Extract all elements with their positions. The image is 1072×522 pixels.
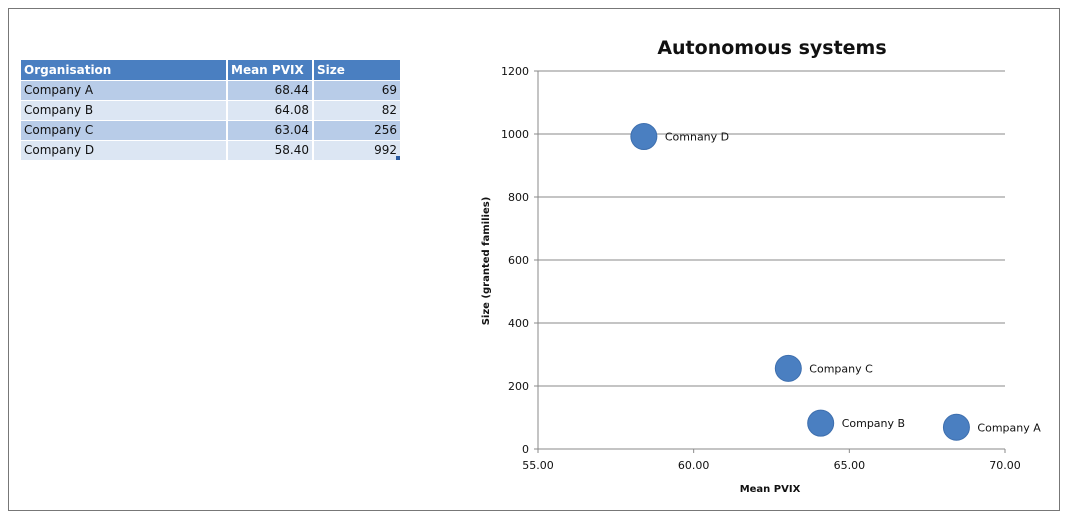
x-tick-label: 70.00 [989, 459, 1021, 472]
cell-organisation: Company A [21, 80, 228, 101]
y-tick-label: 0 [522, 443, 529, 456]
cell-size: 82 [313, 100, 402, 121]
cell-size: 992 [313, 140, 402, 161]
y-tick-label: 1200 [501, 65, 529, 78]
data-point [774, 354, 802, 382]
x-tick-label: 65.00 [834, 459, 866, 472]
scatter-chart: Autonomous systems 0 200 400 600 800 1000 1200… [481, 37, 1041, 495]
cell-organisation: Company B [21, 100, 228, 121]
header-size: Size [313, 60, 402, 81]
data-point [942, 413, 970, 441]
data-label: Company C [809, 362, 873, 375]
cell-mean-pvix: 64.08 [227, 100, 314, 121]
cell-size: 69 [313, 80, 402, 101]
gridlines [538, 70, 1005, 387]
header-mean-pvix: Mean PVIX [227, 60, 314, 81]
data-points: Company A Company B Company C Comnany D [630, 123, 1041, 441]
cell-mean-pvix: 63.04 [227, 120, 314, 141]
data-label: Comnany D [665, 131, 729, 144]
table-row: Company A 68.44 69 [21, 80, 402, 101]
data-point [630, 123, 658, 151]
y-tick-label: 200 [508, 380, 529, 393]
data-label: Company B [842, 417, 905, 430]
cell-mean-pvix: 68.44 [227, 80, 314, 101]
x-tick-label: 60.00 [678, 459, 710, 472]
cell-organisation: Company C [21, 120, 228, 141]
data-table: Organisation Mean PVIX Size Company A 68… [21, 60, 402, 161]
chart-title: Autonomous systems [657, 37, 886, 59]
table-row: Company D 58.40 992 [21, 140, 402, 161]
data-label: Company A [977, 421, 1041, 434]
x-axis-label: Mean PVIX [740, 484, 801, 495]
table-header-row: Organisation Mean PVIX Size [21, 60, 402, 81]
y-tick-label: 400 [508, 317, 529, 330]
y-tick-label: 1000 [501, 128, 529, 141]
cell-size: 256 [313, 120, 402, 141]
cell-organisation: Company D [21, 140, 228, 161]
y-tick-label: 600 [508, 254, 529, 267]
header-organisation: Organisation [21, 60, 228, 81]
axes: 0 200 400 600 800 1000 1200 55.00 60.00 65.00 70.0… [501, 65, 1021, 472]
data-point [807, 409, 835, 437]
y-tick-label: 800 [508, 191, 529, 204]
selection-handle[interactable] [396, 156, 400, 160]
table-row: Company B 64.08 82 [21, 100, 402, 121]
y-axis-label: Size (granted families) [481, 197, 492, 326]
x-tick-label: 55.00 [522, 459, 554, 472]
cell-mean-pvix: 58.40 [227, 140, 314, 161]
table-row: Company C 63.04 256 [21, 120, 402, 141]
